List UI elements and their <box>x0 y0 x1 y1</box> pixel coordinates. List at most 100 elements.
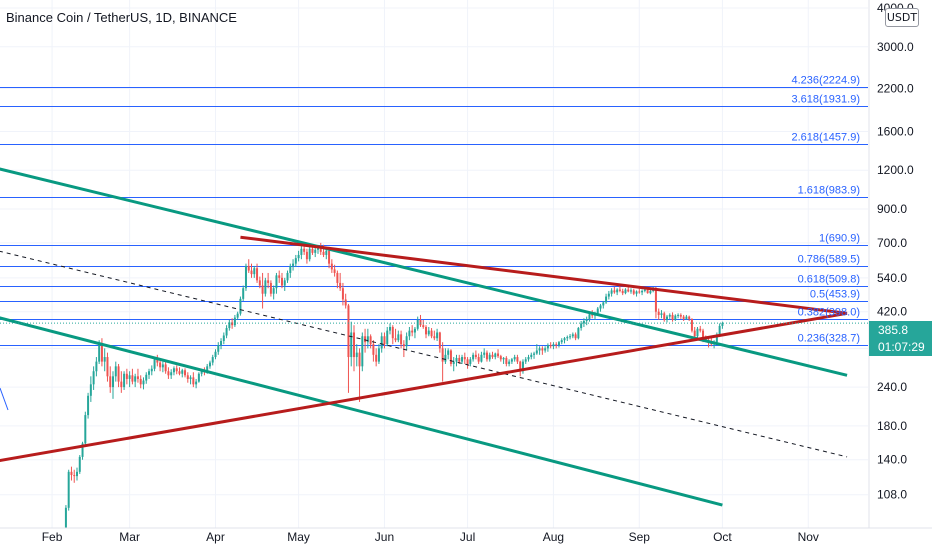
candle <box>280 272 283 289</box>
trendline-lower-channel[interactable] <box>0 316 723 507</box>
candle <box>599 303 602 312</box>
candle-body <box>638 291 641 293</box>
chart-title: Binance Coin / TetherUS, 1D, BINANCE <box>6 10 237 25</box>
candle <box>195 378 198 389</box>
candle <box>447 348 450 360</box>
candle-body <box>325 250 328 255</box>
candle-body <box>195 381 198 385</box>
candle-body <box>616 289 619 293</box>
candle <box>186 372 189 383</box>
candle-body <box>577 328 580 339</box>
candle <box>555 342 558 349</box>
time-tick-label: Oct <box>713 530 732 544</box>
candle <box>336 270 339 289</box>
time-tick-label: May <box>287 530 310 544</box>
candle <box>444 348 447 364</box>
candle-body <box>474 354 477 358</box>
candle-body <box>505 357 508 364</box>
candle-body <box>472 354 475 360</box>
candle <box>164 361 167 374</box>
candle <box>411 325 414 337</box>
candle <box>377 344 380 364</box>
candle-body <box>668 314 671 317</box>
fibonacci-levels[interactable] <box>0 87 868 346</box>
candle <box>391 325 394 345</box>
candle-body <box>328 250 331 264</box>
price-axis-bg <box>869 0 932 528</box>
candle-body <box>311 248 314 253</box>
candle-body <box>419 319 422 326</box>
candle-body <box>181 370 184 374</box>
candle-body <box>408 330 411 337</box>
candle-body <box>369 336 372 345</box>
candle <box>436 328 439 341</box>
candle <box>610 288 613 297</box>
trendline-upper-channel[interactable] <box>0 167 848 377</box>
trendline-ascending-support[interactable] <box>0 311 848 469</box>
candle-body <box>95 361 98 372</box>
candle-body <box>541 348 544 351</box>
candle-body <box>721 323 724 326</box>
candle-body <box>557 342 560 346</box>
candle <box>103 348 106 372</box>
candle <box>466 357 469 369</box>
candle <box>497 349 500 358</box>
candle-body <box>170 372 173 376</box>
candle <box>358 348 361 402</box>
candle <box>463 352 466 364</box>
currency-button[interactable]: USDT <box>885 8 919 27</box>
candle <box>449 349 452 367</box>
time-tick-label: Jul <box>460 530 475 544</box>
candle <box>605 293 608 304</box>
candle-body <box>361 336 364 367</box>
candle-body <box>527 357 530 360</box>
candle <box>125 368 128 385</box>
candle-body <box>150 368 153 372</box>
candle-body <box>516 357 519 362</box>
candle-body <box>635 291 638 294</box>
candle-body <box>690 318 693 331</box>
candle-body <box>314 249 317 253</box>
candle-body <box>148 371 151 375</box>
candle-body <box>699 328 702 331</box>
candle-body <box>292 263 295 266</box>
candle-body <box>350 332 353 358</box>
candle-body <box>103 357 106 362</box>
candle-body <box>394 338 397 341</box>
candle-body <box>452 361 455 364</box>
candle-body <box>128 375 131 379</box>
candle <box>425 325 428 339</box>
candle <box>233 314 236 327</box>
grid <box>0 0 868 528</box>
trendlines[interactable] <box>0 167 848 507</box>
price-axis[interactable]: 4000.03000.02200.01600.01200.0900.0700.0… <box>868 0 932 528</box>
candle <box>341 282 344 306</box>
candle-body <box>560 340 563 343</box>
candle <box>81 441 84 460</box>
trendline-mid-channel[interactable] <box>0 249 848 458</box>
candle-body <box>521 361 524 372</box>
candle-body <box>258 280 261 286</box>
candle-body <box>375 354 378 362</box>
candle <box>494 352 497 360</box>
time-axis-bg <box>0 528 932 550</box>
price-tick-label: 240.0 <box>877 380 907 394</box>
candle-body <box>488 354 491 360</box>
candle <box>272 285 275 300</box>
candle-body <box>206 366 209 373</box>
candle <box>211 354 214 366</box>
candle <box>92 366 95 390</box>
candle <box>136 368 139 383</box>
candle-body <box>610 290 613 294</box>
candle-body <box>688 316 691 319</box>
candle <box>386 326 389 347</box>
candle <box>289 263 292 278</box>
candle <box>422 319 425 329</box>
time-axis[interactable]: Feb Mar Apr May Jun Jul Aug Sep Oct Nov <box>0 527 932 550</box>
candle <box>607 290 610 300</box>
trendline-descending-resistance[interactable] <box>240 235 848 315</box>
candle-body <box>580 323 583 329</box>
candle <box>305 248 308 264</box>
